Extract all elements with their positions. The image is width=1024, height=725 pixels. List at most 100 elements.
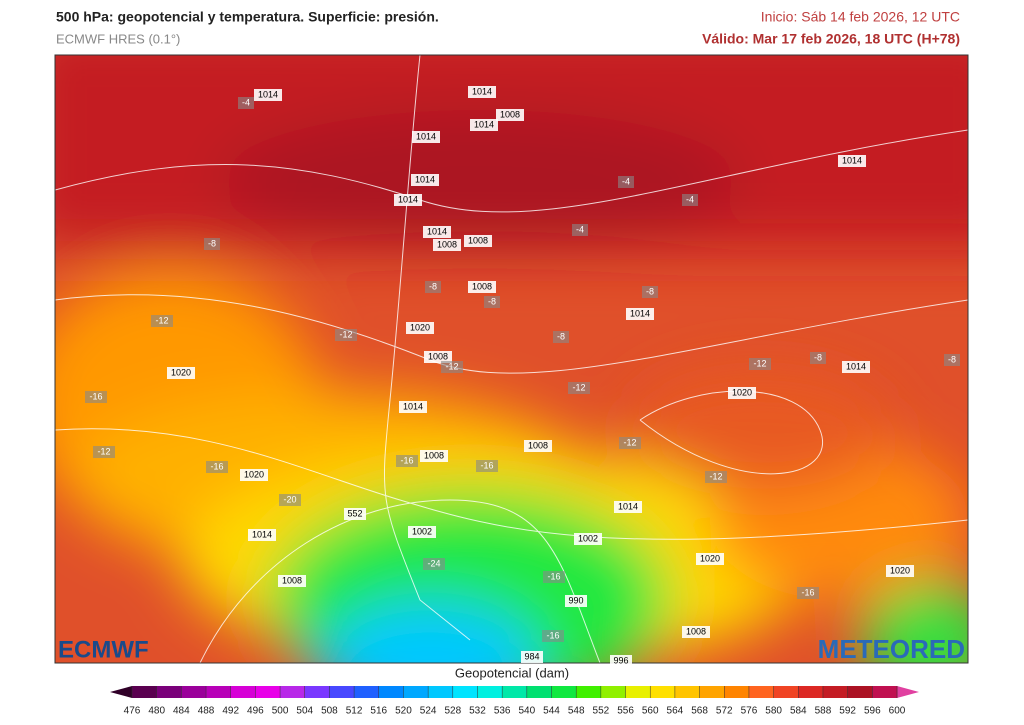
label-box [433,239,461,251]
label-box [944,354,960,366]
label-box [696,553,724,565]
label-box [408,526,436,538]
colorbar-tick-label: 544 [543,706,560,717]
label-box [411,174,439,186]
colorbar-tick-label: 508 [321,706,338,717]
label-box [470,119,498,131]
colorbar-tick-label: 516 [370,706,387,717]
contour-label: -16 [400,455,413,465]
label-box [278,575,306,587]
label-box [574,533,602,545]
contour-label: -16 [480,460,493,470]
colorbar-swatch [650,686,676,698]
map-frame [54,54,969,664]
label-box [204,238,220,250]
contour-label: -8 [814,352,822,362]
contour-label: -16 [210,461,223,471]
colorbar-swatch [206,686,232,698]
label-box [682,194,698,206]
colorbar-swatch [773,686,799,698]
contour-label: 996 [613,655,628,665]
init-time: Inicio: Sáb 14 feb 2026, 12 UTC [761,9,960,25]
colorbar-tick-label: 476 [124,706,141,717]
colorbar-tick-label: 488 [198,706,215,717]
contour-label: -12 [709,471,722,481]
colorbar-tick-label: 564 [667,706,684,717]
colorbar-tick-label: 500 [272,706,289,717]
label-box [842,361,870,373]
label-box [412,131,440,143]
logo-meteored: METEORED [818,634,965,664]
colorbar-tick-label: 580 [765,706,782,717]
contour-label: 1008 [500,109,520,119]
colorbar-swatch [304,686,330,698]
contour-label: -8 [208,238,216,248]
colorbar-swatch [551,686,577,698]
label-box [484,296,500,308]
colorbar-swatch [822,686,849,698]
label-box [399,401,427,413]
contour-label: -16 [546,630,559,640]
contour-label: 1014 [474,119,494,129]
label-box [468,281,496,293]
colorbar-tick-label: 524 [420,706,437,717]
colorbar-swatch [625,686,651,698]
contour-label: -24 [427,558,440,568]
title: 500 hPa: geopotencial y temperatura. Sup… [56,9,439,25]
colorbar-swatch [798,686,824,698]
contour-label: 1002 [412,526,432,536]
contour-label: -4 [576,224,584,234]
contour-label: 1014 [618,501,638,511]
contour-label: -4 [622,176,630,186]
label-box [464,235,492,247]
label-box [728,387,756,399]
label-box [521,651,543,663]
label-box [610,655,632,667]
contour-label: 1014 [846,361,866,371]
label-box [797,587,819,599]
colorbar-swatch [477,686,503,698]
contour-label: 1008 [468,235,488,245]
map [55,55,968,663]
colorbar-swatch [526,686,553,698]
colorbar-swatch [452,686,478,698]
contour-label: -12 [623,437,636,447]
colorbar-tick-label: 540 [518,706,535,717]
label-box [572,224,588,236]
contour-label: -8 [948,354,956,364]
label-box [810,352,826,364]
contour-label: -16 [89,391,102,401]
contour-label: -12 [572,382,585,392]
contour-label: 1008 [282,575,302,585]
colorbar-tick-label: 532 [469,706,486,717]
label-box [705,471,727,483]
contour-label: 1020 [244,469,264,479]
colorbar-tick-label: 520 [395,706,412,717]
colorbar-swatch [502,686,528,698]
contour-label: -12 [339,329,352,339]
contour-label: 1008 [472,281,492,291]
logo-ecmwf: ECMWF [58,636,149,663]
colorbar-swatch [156,686,182,698]
contour-label: 1002 [578,533,598,543]
colorbar-swatch [748,686,775,698]
contour-label: -12 [445,361,458,371]
colorbar-swatch [576,686,602,698]
colorbar-tick-label: 568 [691,706,708,717]
colorbar-swatch [600,686,627,698]
colorbar-swatch [724,686,750,698]
contour-label: 1014 [472,86,492,96]
contour-label: 1014 [842,155,862,165]
colorbar-swatch [329,686,355,698]
contour-label: 1008 [528,440,548,450]
colorbar-swatch [403,686,429,698]
contour-label: -16 [547,571,560,581]
label-box [167,367,195,379]
contour-label: 1014 [415,174,435,184]
subtitle: ECMWF HRES (0.1°) [56,31,180,46]
colorbar-tick-label: 592 [839,706,856,717]
colorbar-swatch [132,686,158,698]
contour-label: 1014 [258,89,278,99]
label-box [151,315,173,327]
